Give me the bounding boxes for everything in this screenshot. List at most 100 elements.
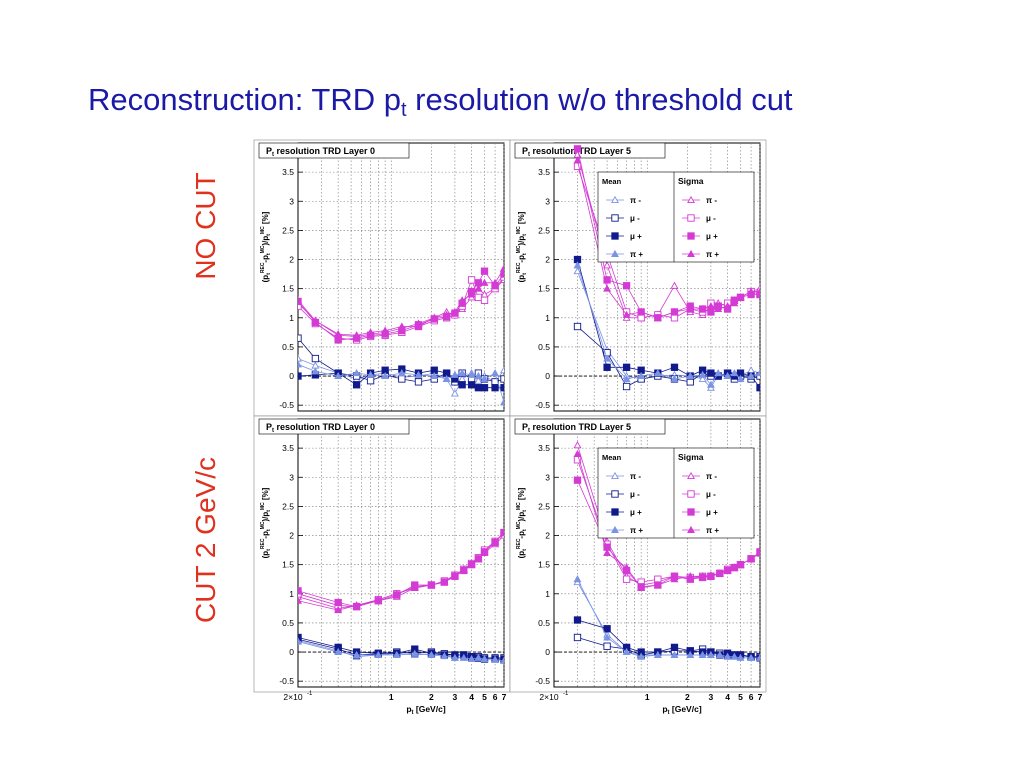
data-point: [480, 654, 489, 663]
data-point: [706, 571, 715, 579]
data-point: [474, 284, 483, 292]
data-point: [298, 334, 302, 342]
legend-entry-label: π -: [630, 472, 641, 481]
data-point: [467, 559, 476, 567]
legend-entry-label: π -: [706, 472, 717, 481]
data-point: [723, 566, 732, 574]
data-point: [442, 374, 451, 382]
data-point: [467, 276, 476, 284]
y-tick-label: 0.5: [538, 342, 550, 352]
data-point: [480, 296, 489, 304]
x-axis-label: pt [GeV/c]: [662, 704, 701, 716]
legend: Mean Sigma π - μ - μ + π + π - μ - μ + π +: [597, 171, 755, 263]
legend-entry-label: μ -: [706, 214, 716, 223]
data-point: [723, 302, 732, 310]
title-box: [258, 142, 410, 159]
data-point: [450, 307, 459, 315]
data-point: [698, 370, 707, 378]
data-point: [458, 296, 467, 304]
legend-header-sigma: Sigma: [678, 452, 704, 462]
legend-entry-label: μ +: [630, 508, 642, 517]
data-point: [686, 572, 695, 580]
data-point: [458, 369, 467, 377]
data-point: [500, 656, 504, 664]
data-point: [707, 308, 715, 316]
y-tick-label: -0.5: [535, 400, 550, 410]
legend-marker: [687, 525, 695, 534]
data-point: [430, 313, 439, 321]
data-point: [352, 650, 361, 658]
legend-entry-label: π +: [630, 250, 643, 259]
legend-entry-label: π +: [706, 250, 719, 259]
data-point: [698, 650, 707, 658]
data-point: [352, 381, 361, 389]
data-point: [622, 282, 631, 290]
data-point: [603, 363, 611, 371]
data-point: [573, 633, 582, 642]
data-point: [366, 377, 375, 385]
data-point: [637, 652, 646, 660]
data-point: [298, 354, 302, 362]
data-point: [352, 331, 361, 339]
data-point: [480, 384, 489, 392]
data-point: [573, 476, 582, 484]
data-point: [573, 322, 582, 331]
y-tick-label: 3: [289, 196, 294, 206]
data-point: [573, 156, 582, 164]
y-tick-label: 3: [289, 472, 294, 482]
x-tick-label: 7: [758, 692, 763, 702]
data-point: [637, 583, 646, 591]
data-point: [311, 367, 320, 375]
data-point: [311, 316, 320, 324]
data-point: [474, 653, 483, 661]
data-point: [392, 650, 401, 658]
data-point: [603, 548, 612, 557]
data-point: [381, 326, 390, 334]
data-point: [474, 384, 483, 392]
data-point: [352, 369, 361, 377]
data-point: [756, 369, 760, 377]
data-point: [670, 363, 679, 371]
legend-marker: [611, 490, 619, 498]
legend-header-mean: Mean: [602, 453, 622, 462]
legend-header-sigma: Sigma: [678, 176, 704, 186]
data-point: [500, 366, 504, 374]
data-point: [366, 370, 375, 378]
data-point: [653, 313, 662, 321]
data-point: [573, 441, 582, 449]
y-tick-label: 1: [289, 313, 294, 323]
data-point: [730, 563, 739, 571]
data-point: [491, 537, 500, 545]
legend-entry-label: μ +: [630, 232, 642, 241]
data-point: [491, 278, 500, 286]
data-point: [603, 633, 612, 641]
data-point: [622, 575, 631, 583]
data-point: [736, 653, 745, 661]
data-point: [467, 654, 476, 663]
data-point: [440, 578, 449, 586]
series-group: [298, 528, 504, 664]
data-point: [706, 650, 715, 658]
data-point: [736, 293, 745, 301]
y-tick-label: 3: [545, 196, 550, 206]
legend-entry-label: μ -: [630, 214, 640, 223]
x-tick-label: 4: [469, 692, 474, 702]
legend-entry-label: μ +: [706, 232, 718, 241]
chart-title: Pt resolution TRD Layer 5: [522, 422, 631, 434]
data-point: [707, 369, 715, 377]
chart-panel-1: -0.500.511.522.533.5(ptREC-ptMC)/ptMC [%…: [253, 139, 511, 417]
data-point: [500, 384, 504, 392]
data-point: [736, 374, 745, 382]
data-point: [686, 304, 695, 313]
x-axis-label: pt [GeV/c]: [406, 704, 445, 716]
data-point: [686, 650, 695, 658]
data-point: [747, 653, 756, 661]
data-point: [653, 580, 662, 589]
data-point: [698, 374, 707, 382]
data-point: [467, 381, 476, 389]
y-tick-label: 0: [545, 371, 550, 381]
legend-entry-label: π +: [630, 526, 643, 535]
data-point: [397, 369, 406, 377]
y-tick-label: 1: [545, 313, 550, 323]
data-point: [298, 302, 302, 310]
